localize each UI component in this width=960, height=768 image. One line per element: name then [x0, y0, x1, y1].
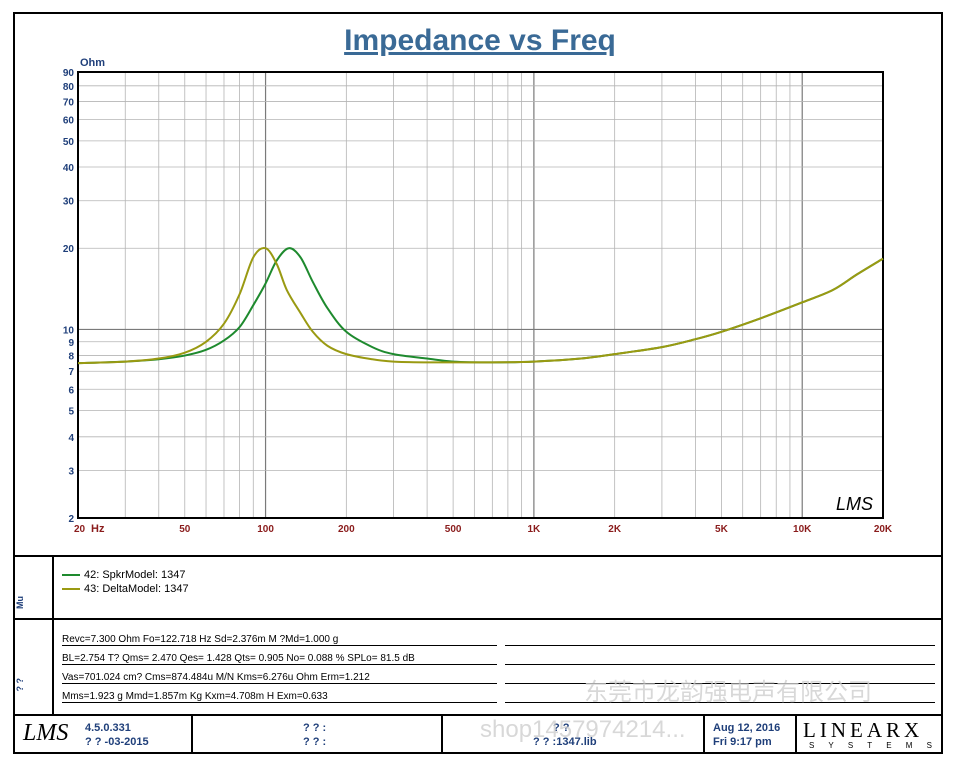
x-tick-label: 1K	[527, 524, 541, 535]
y-axis-unit: Ohm	[80, 57, 105, 69]
y-tick-label: 8	[68, 352, 74, 363]
y-tick-label: 6	[68, 385, 74, 396]
watermark-company: 东莞市龙韵强电声有限公司	[584, 679, 872, 706]
footer-library: ? ? :1347.lib	[533, 736, 597, 748]
footer-date-cell: Aug 12, 2016 Fri 9:17 pm	[705, 716, 797, 754]
param-line-3: Vas=701.024 cm? Cms=874.484u M/N Kms=6.2…	[62, 672, 370, 683]
footer-time: Fri 9:17 pm	[713, 736, 772, 748]
x-tick-label: 200	[338, 524, 355, 535]
footer-logo-cell: LMS 4.5.0.331 ? ? -03-2015	[15, 716, 193, 754]
params-side-label: ? ?	[15, 678, 25, 692]
y-tick-label: 30	[63, 197, 75, 208]
divider-2	[13, 618, 943, 620]
y-tick-label: 80	[63, 82, 75, 93]
x-axis-unit: Hz	[91, 523, 105, 535]
y-tick-label: 90	[63, 68, 75, 79]
x-tick-labels: 20 50 100 200 500 1K 2K 5K 10K 20K	[74, 524, 893, 535]
x-tick-label: 20	[74, 524, 86, 535]
legend-swatch-green	[62, 574, 80, 577]
footer-version-date: ? ? -03-2015	[85, 736, 149, 748]
chart-title: Impedance vs Freq	[344, 24, 616, 57]
series-line-deltamodel	[77, 246, 884, 365]
y-tick-label: 40	[63, 163, 75, 174]
linearx-logo: LINEARX	[803, 718, 924, 742]
plot-border	[77, 71, 884, 519]
param-underline-2	[62, 664, 497, 665]
watermark-shop: shop1457974214...	[480, 716, 686, 743]
x-tick-label: 2K	[608, 524, 622, 535]
y-tick-label: 50	[63, 137, 75, 148]
footer-brand-cell: LINEARX S Y S T E M S	[797, 716, 941, 754]
param-underline-3	[62, 683, 497, 684]
param-blank-3	[505, 683, 935, 684]
footer-mid2-cell: ? ? ? ? :1347.lib	[443, 716, 705, 754]
y-tick-label: 3	[68, 466, 74, 477]
y-tick-label: 2	[68, 514, 74, 525]
document-frame	[13, 12, 943, 754]
legend-item-2: 43: DeltaModel: 1347	[62, 583, 189, 595]
footer-mid1-cell: ? ? : ? ? :	[193, 716, 443, 754]
x-tick-label: 5K	[715, 524, 729, 535]
legend-side-label: Mu	[15, 596, 25, 609]
linearx-subtitle: S Y S T E M S	[809, 741, 938, 750]
series-lines	[77, 246, 884, 365]
y-tick-label: 9	[68, 338, 74, 349]
param-blank-2	[505, 664, 935, 665]
impedance-chart: 2 3 4 5 6 7 8 9 10 20 30 40 50 60 70 80 90 20 50 100 200 500…	[63, 57, 893, 535]
x-tick-label: 10K	[793, 524, 812, 535]
param-blank-4	[505, 702, 935, 703]
x-tick-label: 100	[257, 524, 274, 535]
param-underline-4	[62, 702, 497, 703]
y-tick-label: 4	[68, 433, 74, 444]
footer-version: 4.5.0.331	[85, 722, 131, 734]
legend-item-1: 42: SpkrModel: 1347	[62, 569, 186, 581]
divider-3	[13, 714, 943, 716]
lms-mark: LMS	[836, 494, 873, 514]
footer-mid2-a: ? ?	[553, 722, 570, 734]
y-tick-label: 70	[63, 97, 75, 108]
legend-swatch-olive	[62, 588, 80, 591]
y-tick-labels: 2 3 4 5 6 7 8 9 10 20 30 40 50 60 70 80 90	[63, 68, 75, 525]
param-line-2: BL=2.754 T? Qms= 2.470 Qes= 1.428 Qts= 0…	[62, 653, 415, 664]
grid-lines	[77, 71, 884, 519]
param-line-4: Mms=1.923 g Mmd=1.857m Kg Kxm=4.708m H E…	[62, 691, 328, 702]
footer-mid1-a: ? ? :	[303, 722, 327, 734]
y-tick-label: 10	[63, 325, 75, 336]
param-line-1: Revc=7.300 Ohm Fo=122.718 Hz Sd=2.376m M…	[62, 634, 339, 645]
footer-mid1-b: ? ? :	[303, 736, 327, 748]
side-divider	[52, 557, 54, 716]
param-blank-1	[505, 645, 935, 646]
x-tick-label: 20K	[874, 524, 893, 535]
divider-1	[13, 555, 943, 557]
param-underline-1	[62, 645, 497, 646]
y-tick-label: 60	[63, 116, 75, 127]
y-tick-label: 7	[68, 367, 74, 378]
footer-lms-logo: LMS	[23, 720, 69, 746]
y-tick-label: 20	[63, 244, 75, 255]
legend-label-1: 42: SpkrModel: 1347	[84, 569, 186, 581]
y-tick-label: 5	[68, 407, 74, 418]
footer-date: Aug 12, 2016	[713, 722, 781, 734]
legend-label-2: 43: DeltaModel: 1347	[84, 583, 189, 595]
x-tick-label: 500	[445, 524, 462, 535]
x-tick-label: 50	[179, 524, 191, 535]
